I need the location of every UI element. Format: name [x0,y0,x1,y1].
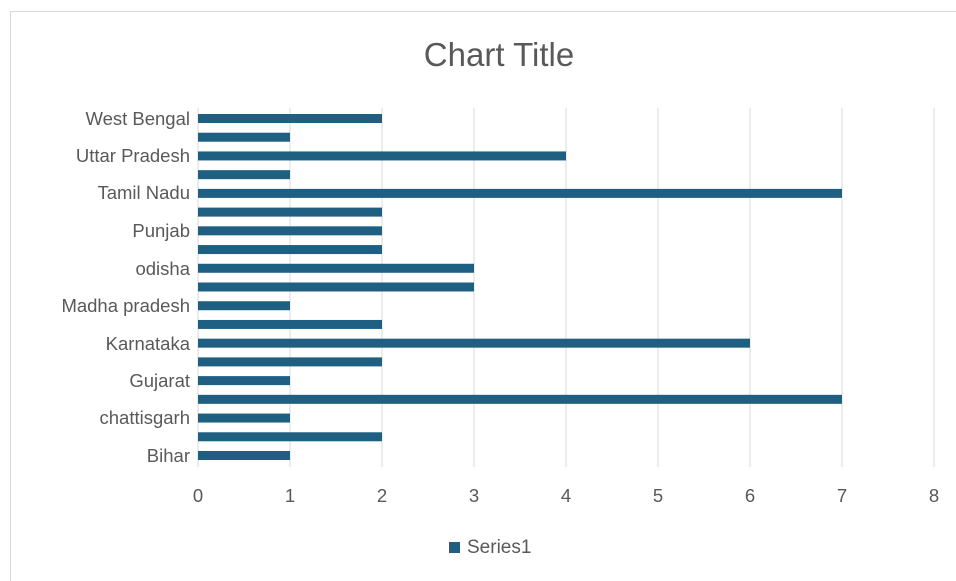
bar [198,245,382,255]
x-axis-tick-label: 3 [469,485,479,506]
bar [198,394,842,404]
y-axis-label: Tamil Nadu [97,182,190,203]
x-axis-tick-label: 4 [561,485,571,506]
y-axis-label: Madha pradesh [61,295,190,316]
x-axis-tick-label: 7 [837,485,847,506]
x-axis-tick-label: 0 [193,485,203,506]
chart-area [10,11,956,581]
bar [198,282,474,292]
legend: Series1 [449,537,531,558]
x-axis-tick-label: 2 [377,485,387,506]
y-axis-labels: West Bengal Uttar Pradesh Tamil Nadu Punjab… [61,108,190,466]
x-axis-tick-label: 5 [653,485,663,506]
bar [198,357,382,367]
bar [198,451,290,460]
y-axis-label: chattisgarh [100,407,191,428]
x-axis-tick-label: 1 [285,485,295,506]
bar [198,413,290,423]
bar [198,170,290,180]
x-axis-tick-label: 6 [745,485,755,506]
y-axis-label: Karnataka [106,333,191,354]
legend-label: Series1 [467,537,531,558]
bars [198,114,842,460]
chart-title: Chart Title [424,36,574,73]
bar [198,114,382,123]
bar [198,263,474,273]
bar [198,319,382,329]
bar [198,151,566,161]
bar [198,207,382,217]
y-axis-label: Gujarat [129,370,190,391]
bar [198,132,290,142]
bar [198,338,750,348]
y-axis-label: odisha [135,258,190,279]
x-axis-ticks: 0 1 2 3 4 5 6 7 8 [193,485,939,506]
x-axis-tick-label: 8 [929,485,939,506]
legend-swatch [449,542,460,553]
y-axis-label: Punjab [132,220,190,241]
bar [198,432,382,442]
y-axis-label: Uttar Pradesh [76,145,190,166]
y-axis-label: West Bengal [85,108,190,129]
bar [198,376,290,386]
bar [198,226,382,236]
bar [198,301,290,311]
y-axis-label: Bihar [147,445,190,466]
bar [198,188,842,198]
